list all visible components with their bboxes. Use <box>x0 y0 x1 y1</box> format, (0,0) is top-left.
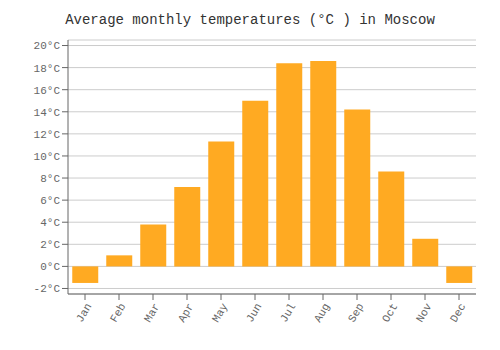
svg-text:Nov: Nov <box>414 301 434 324</box>
svg-text:2°C: 2°C <box>40 239 60 251</box>
svg-text:Sep: Sep <box>346 301 366 324</box>
svg-text:Dec: Dec <box>448 301 468 324</box>
svg-text:10°C: 10°C <box>34 151 61 163</box>
svg-text:Aug: Aug <box>312 301 332 324</box>
html-text:Average monthly temperatures (: Average monthly temperatures (°C ) in Mo… <box>65 12 435 28</box>
svg-text:12°C: 12°C <box>34 129 61 141</box>
svg-text:0°C: 0°C <box>40 261 60 273</box>
svg-text:14°C: 14°C <box>34 107 61 119</box>
svg-text:8°C: 8°C <box>40 173 60 185</box>
svg-text:6°C: 6°C <box>40 195 60 207</box>
svg-text:Jan: Jan <box>74 301 94 324</box>
svg-text:20°C: 20°C <box>34 40 61 52</box>
svg-text:18°C: 18°C <box>34 63 61 75</box>
svg-text:Apr: Apr <box>176 301 196 324</box>
svg-text:16°C: 16°C <box>34 85 61 97</box>
svg-text:May: May <box>210 301 230 324</box>
svg-text:Oct: Oct <box>380 301 400 324</box>
svg-text:4°C: 4°C <box>40 217 60 229</box>
svg-text:-2°C: -2°C <box>34 283 61 295</box>
svg-text:Feb: Feb <box>108 301 128 324</box>
svg-text:Jul: Jul <box>278 301 298 324</box>
svg-text:Jun: Jun <box>244 301 264 324</box>
svg-text:Mar: Mar <box>142 301 162 324</box>
